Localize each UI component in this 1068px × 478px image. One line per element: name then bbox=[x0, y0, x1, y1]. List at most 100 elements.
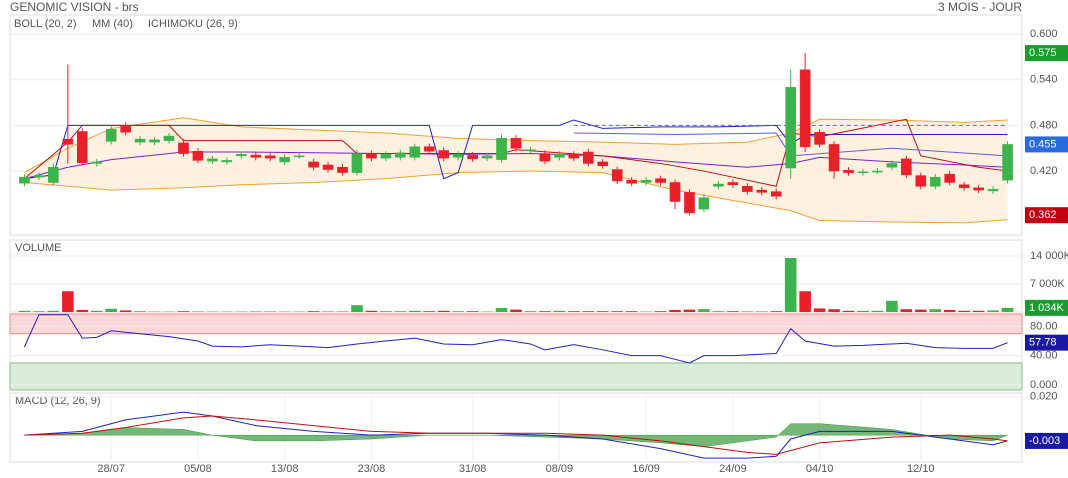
candle-body bbox=[640, 179, 652, 183]
candle-body bbox=[582, 151, 594, 164]
candle-body bbox=[987, 189, 999, 192]
candle-body bbox=[814, 131, 825, 145]
candle-body bbox=[872, 170, 883, 173]
candle-body bbox=[698, 197, 710, 210]
volume-bar bbox=[683, 309, 696, 312]
volume-bar bbox=[582, 311, 595, 312]
candle-body bbox=[785, 87, 796, 169]
candle-body bbox=[91, 161, 103, 164]
x-tick-label: 16/09 bbox=[632, 463, 660, 475]
volume-bar bbox=[625, 311, 638, 312]
candle-body bbox=[423, 146, 435, 152]
legend-entry: MM (40) bbox=[92, 18, 133, 30]
candle-body bbox=[713, 183, 724, 187]
y-tick-label: 7 000K bbox=[1030, 278, 1066, 290]
candle-body bbox=[799, 69, 811, 147]
candle-body bbox=[105, 128, 117, 142]
candle-body bbox=[770, 191, 782, 197]
candle-body bbox=[510, 138, 522, 149]
volume-bar bbox=[857, 310, 869, 312]
volume-bar bbox=[18, 310, 31, 312]
candle-body bbox=[828, 144, 840, 172]
candle-body bbox=[149, 139, 160, 143]
x-tick-label: 13/08 bbox=[271, 463, 299, 475]
candle-body bbox=[554, 154, 565, 158]
volume-bar bbox=[972, 310, 985, 312]
indicator-line bbox=[24, 118, 1008, 187]
x-tick-label: 05/08 bbox=[184, 463, 212, 475]
candle-body bbox=[669, 182, 681, 202]
volume-bar bbox=[394, 311, 407, 312]
value-badge bbox=[1025, 45, 1068, 62]
value-badge-label: 57.78 bbox=[1029, 337, 1057, 349]
volume-bar bbox=[452, 311, 464, 312]
volume-bar bbox=[466, 311, 479, 312]
value-badge-label: 0.575 bbox=[1029, 47, 1057, 59]
x-tick-label: 31/08 bbox=[459, 463, 487, 475]
volume-bar bbox=[784, 258, 797, 312]
volume-bar bbox=[119, 310, 132, 312]
y-tick-label: 14 000K bbox=[1030, 250, 1068, 262]
candle-body bbox=[611, 169, 623, 182]
candle-body bbox=[380, 154, 392, 159]
indicator-line bbox=[24, 170, 1008, 224]
candle-body bbox=[192, 151, 204, 161]
y-tick-label: 0.020 bbox=[1030, 391, 1058, 403]
candle-body bbox=[452, 154, 464, 158]
volume-bar bbox=[596, 311, 609, 312]
candle-body bbox=[857, 171, 869, 174]
volume-bar bbox=[1001, 307, 1014, 312]
volume-bar bbox=[409, 310, 421, 312]
candle-body bbox=[438, 150, 450, 159]
volume-bar bbox=[886, 300, 898, 312]
candle-body bbox=[467, 154, 478, 160]
candle-body bbox=[207, 158, 218, 162]
y-tick-label: 0.420 bbox=[1030, 165, 1058, 177]
volume-bar bbox=[437, 310, 450, 312]
value-badge-label: 1 034K bbox=[1029, 302, 1065, 314]
value-badge-label: 0.455 bbox=[1029, 138, 1057, 150]
candle-body bbox=[843, 170, 854, 173]
panel-frame bbox=[9, 239, 1023, 313]
candle-body bbox=[539, 153, 551, 162]
volume-bar bbox=[842, 310, 855, 312]
bollinger-band-fill bbox=[24, 117, 1008, 223]
candle-body bbox=[178, 142, 189, 154]
value-badge bbox=[1025, 136, 1068, 153]
candle-body bbox=[756, 189, 768, 193]
candle-body bbox=[236, 154, 247, 157]
value-badge-label: -0.003 bbox=[1029, 435, 1060, 447]
candle-body bbox=[221, 160, 233, 163]
indicator-line bbox=[24, 117, 1008, 174]
volume-bar bbox=[33, 311, 45, 312]
volume-bar bbox=[47, 310, 60, 312]
candle-body bbox=[684, 192, 695, 214]
volume-bar bbox=[915, 309, 927, 312]
oversold-zone bbox=[9, 362, 1023, 391]
candle-body bbox=[742, 186, 753, 192]
candle-body bbox=[973, 187, 984, 191]
candle-body bbox=[366, 153, 377, 159]
y-tick-label: 0.480 bbox=[1030, 119, 1058, 131]
indicator-line bbox=[24, 415, 1008, 455]
volume-bar bbox=[727, 311, 739, 312]
candle-body bbox=[293, 155, 305, 158]
volume-bar bbox=[510, 309, 522, 312]
candle-body bbox=[886, 163, 898, 168]
chart-subtitle: 3 MOIS - JOUR bbox=[938, 0, 1022, 14]
x-tick-label: 12/10 bbox=[907, 463, 935, 475]
candle-body bbox=[409, 146, 421, 158]
volume-bar bbox=[365, 310, 378, 312]
candle-body bbox=[134, 138, 146, 143]
volume-bar bbox=[90, 310, 103, 312]
volume-bar bbox=[539, 311, 551, 312]
candle-body bbox=[568, 154, 580, 159]
x-tick-label: 04/10 bbox=[806, 463, 834, 475]
candle-body bbox=[322, 164, 334, 170]
volume-bar bbox=[799, 291, 811, 312]
volume-bar bbox=[871, 310, 884, 312]
volume-bar bbox=[76, 310, 89, 312]
overbought-zone bbox=[9, 313, 1023, 335]
indicator-line bbox=[24, 119, 1008, 180]
x-tick-label: 28/07 bbox=[97, 463, 125, 475]
